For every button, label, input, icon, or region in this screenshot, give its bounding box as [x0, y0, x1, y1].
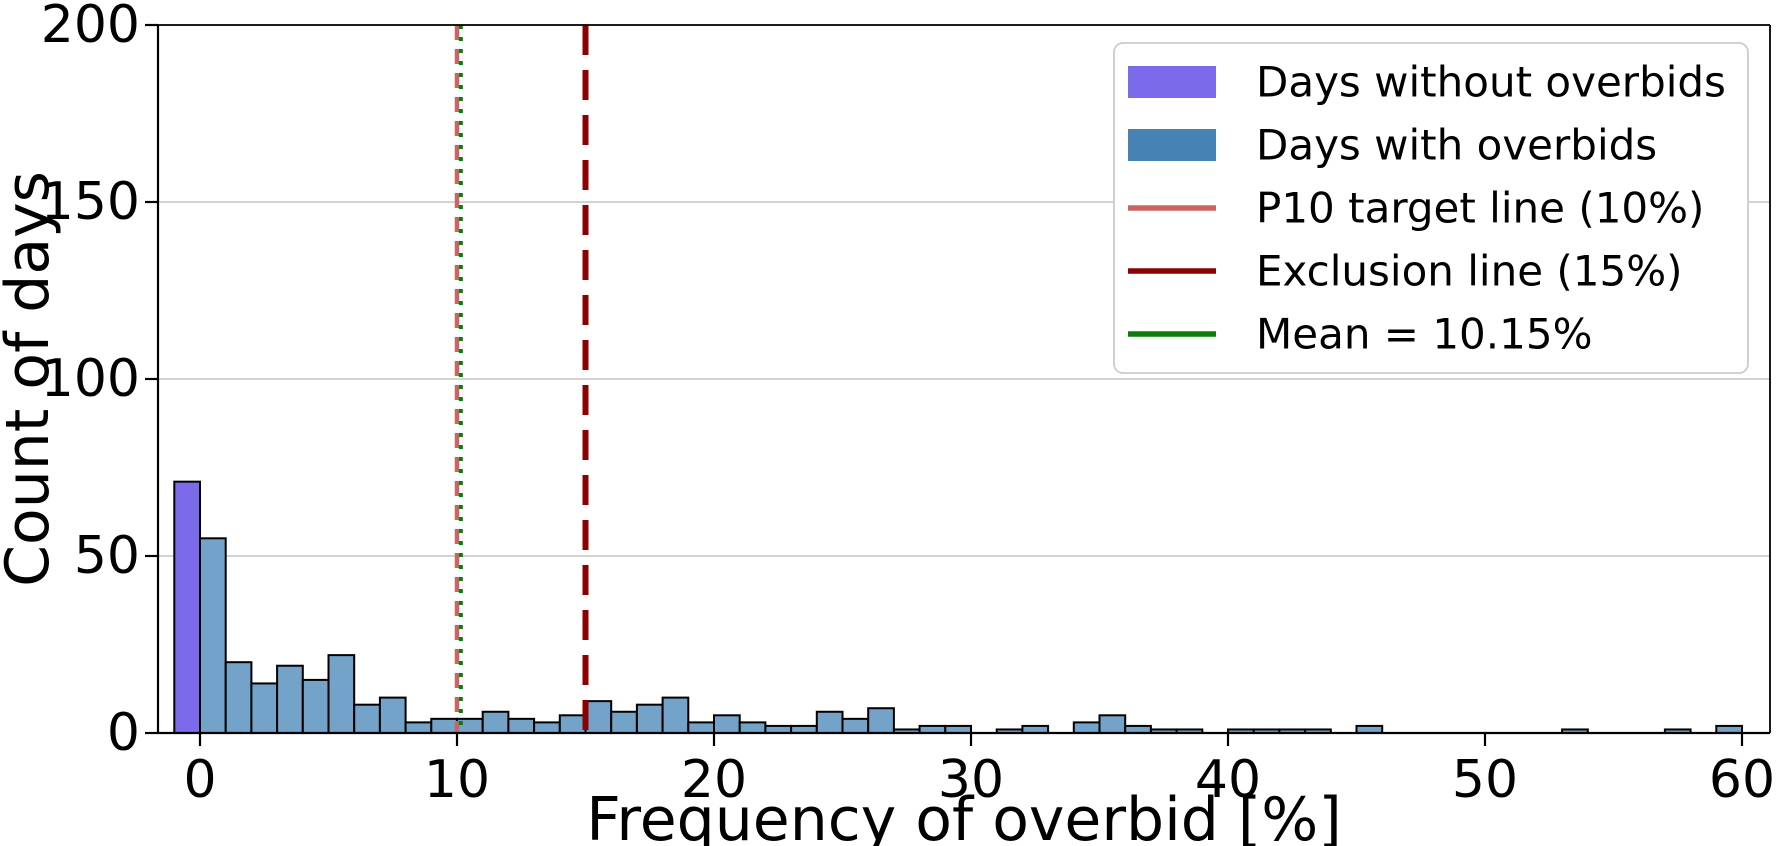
histogram-bar-overbid-10	[456, 717, 484, 735]
histogram-bar-overbid-4	[301, 678, 330, 735]
x-tick-label-10: 10	[424, 750, 490, 810]
histogram-bar-overbid-3	[276, 664, 304, 734]
histogram-bar-overbid-16	[610, 710, 638, 735]
histogram-bar-overbid-2	[250, 682, 279, 735]
x-tick-label-20: 20	[681, 750, 747, 810]
y-tick-label-100: 100	[41, 349, 140, 409]
x-tick-label-50: 50	[1452, 750, 1518, 810]
legend-swatch-1	[1128, 129, 1216, 161]
histogram-bar-overbid-14	[558, 714, 587, 734]
y-axis-label: Count of days	[0, 171, 63, 587]
histogram-bar-overbid-19	[687, 721, 715, 735]
x-tick-label-40: 40	[1195, 750, 1261, 810]
histogram-bar-overbid-34	[1072, 721, 1101, 735]
x-tick-label-30: 30	[938, 750, 1004, 810]
legend-label-4: Mean = 10.15%	[1256, 310, 1592, 359]
histogram-bar-overbid-17	[635, 703, 664, 734]
legend-label-2: P10 target line (10%)	[1256, 184, 1704, 233]
histogram-bar-overbid-11	[481, 710, 510, 735]
histogram-bar-overbid-35	[1098, 714, 1127, 734]
histogram-bar-no-overbid	[173, 480, 202, 734]
histogram-bar-overbid-1	[224, 661, 253, 735]
histogram-bar-overbid-25	[841, 717, 870, 735]
y-tick-label-50: 50	[74, 526, 140, 586]
histogram-bar-overbid-21	[738, 721, 767, 735]
histogram-bar-overbid-7	[378, 696, 407, 734]
histogram-bar-overbid-9	[430, 717, 458, 735]
x-tick-label-60: 60	[1709, 750, 1775, 810]
x-tick-label-0: 0	[183, 750, 216, 810]
histogram-bar-overbid-12	[507, 717, 536, 735]
histogram-bar-overbid-5	[327, 654, 356, 734]
histogram-bar-overbid-15	[584, 700, 613, 735]
y-tick-label-0: 0	[107, 703, 140, 763]
legend-label-0: Days without overbids	[1256, 58, 1726, 107]
legend-label-1: Days with overbids	[1256, 121, 1657, 170]
legend-swatch-0	[1128, 66, 1216, 98]
histogram-bar-overbid-26	[867, 707, 895, 734]
histogram-bar-overbid-8	[404, 721, 433, 735]
x-axis-label: Frequency of overbid [%]	[586, 785, 1341, 846]
y-tick-label-200: 200	[41, 0, 140, 55]
y-tick-label-150: 150	[41, 172, 140, 232]
histogram-bar-overbid-18	[661, 696, 690, 734]
histogram-bar-overbid-6	[353, 703, 381, 734]
histogram-bar-overbid-24	[815, 710, 844, 735]
histogram-bar-overbid-0	[199, 537, 227, 734]
legend-label-3: Exclusion line (15%)	[1256, 247, 1683, 296]
histogram-bar-overbid-13	[533, 721, 561, 735]
legend-box	[1113, 42, 1749, 374]
histogram-bar-overbid-20	[713, 714, 741, 734]
